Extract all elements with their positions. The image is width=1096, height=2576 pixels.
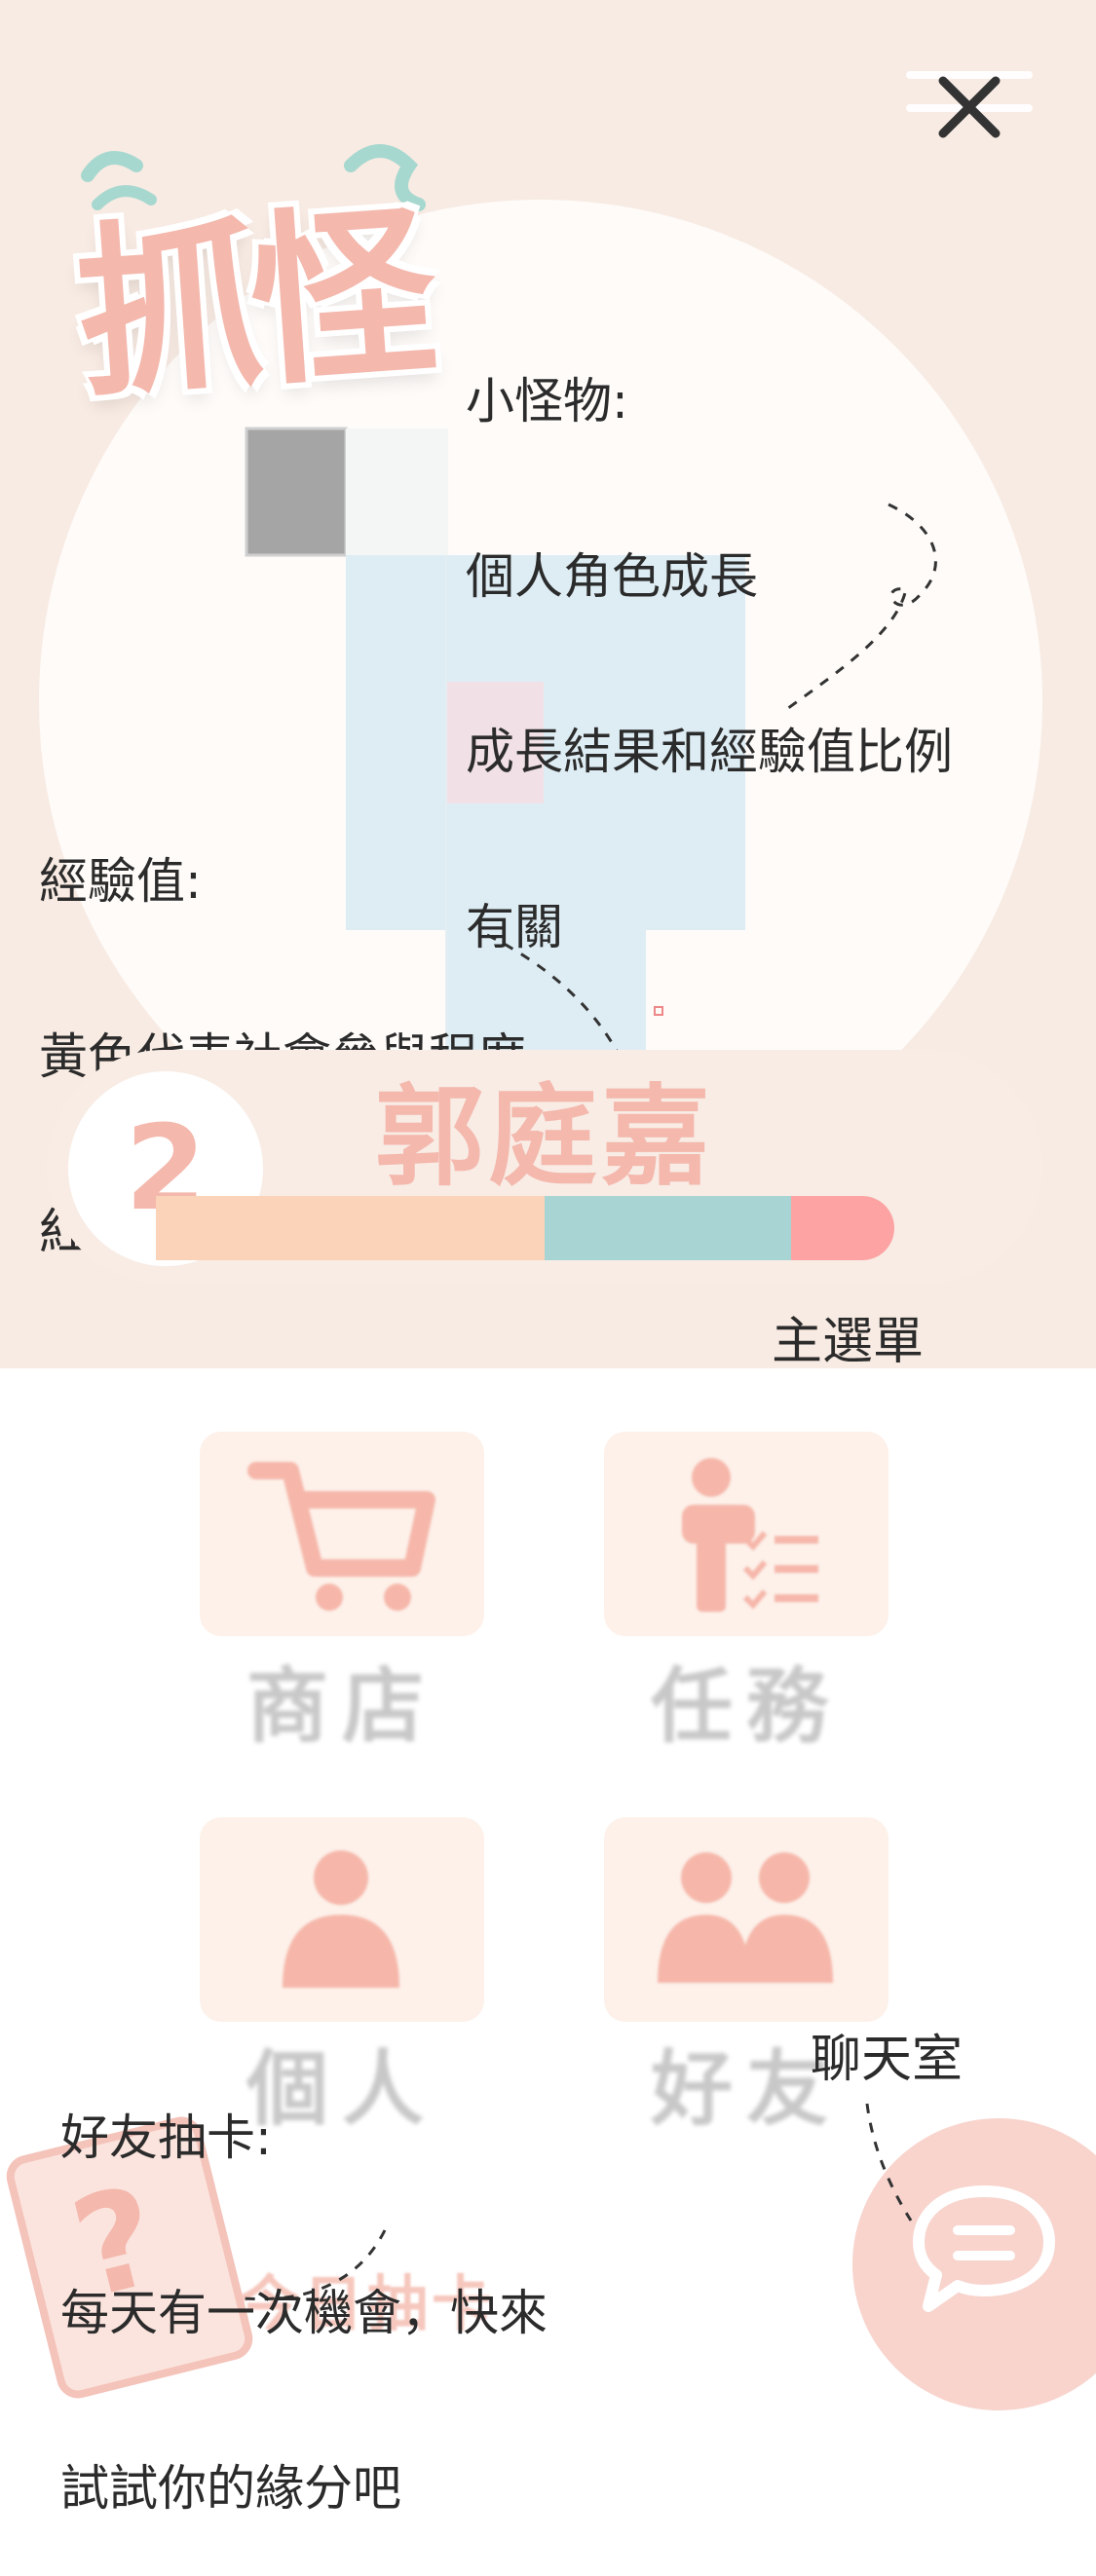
menu-profile-label: 個人: [246, 2041, 437, 2137]
monster-guide-line: [783, 503, 937, 713]
menu-friends-label: 好友: [650, 2041, 842, 2137]
monster-annotation: 小怪物: 個人角色成長 成長結果和經驗值比例 有關: [466, 255, 953, 1073]
exp-segment-stamina: [545, 1196, 791, 1260]
monster-head: [245, 427, 348, 557]
menu-shop-button[interactable]: [200, 1432, 484, 1636]
main-menu-annotation: 主選單: [772, 1313, 925, 1368]
menu-shop-label: 商店: [246, 1659, 437, 1754]
monster-annotation-title: 小怪物:: [466, 373, 628, 429]
draw-annotation-line-1: 每天有一次機會，快來: [60, 2285, 548, 2341]
character-panel: 抓怪 小怪物: 個人角色成長 成長結果和經驗值比例 有關 經驗值: 黃色代表社會…: [0, 0, 1096, 1368]
daily-draw-button[interactable]: ?: [2, 2111, 257, 2404]
chat-button[interactable]: [852, 2118, 1096, 2410]
player-name: 郭庭嘉: [375, 1074, 714, 1201]
monster-dot: [654, 1006, 663, 1016]
chat-annotation: 聊天室: [811, 2031, 964, 2089]
monster-head-light: [346, 429, 448, 555]
exp-bar: [156, 1196, 916, 1260]
friends-icon: [658, 1852, 833, 1983]
close-icon: [938, 76, 1001, 138]
draw-annotation-line-2: 試試你的緣分吧: [60, 2460, 401, 2517]
close-button[interactable]: [906, 54, 1033, 161]
exp-segment-knowledge: [791, 1196, 894, 1260]
person-icon: [283, 1850, 399, 1988]
task-list-icon: [682, 1458, 818, 1612]
logo-swirl-icon: [81, 144, 426, 211]
question-card-icon: ?: [58, 2157, 173, 2331]
monster-annotation-line-3: 有關: [466, 899, 563, 955]
exp-annotation-title: 經驗值:: [39, 853, 202, 910]
monster-heart: [446, 682, 544, 803]
menu-friends-button[interactable]: [604, 1817, 888, 2022]
menu-task-button[interactable]: [604, 1432, 888, 1636]
app-logo: 抓怪: [58, 127, 526, 424]
draw-annotation-title: 好友抽卡:: [60, 2109, 272, 2166]
monster-character: [245, 427, 745, 1052]
cart-icon: [247, 1462, 435, 1611]
monster-annotation-line-1: 個人角色成長: [466, 548, 758, 605]
menu-profile-button[interactable]: [200, 1817, 484, 2022]
menu-task-label: 任務: [650, 1659, 842, 1754]
chat-bubble-icon: [913, 2185, 1055, 2312]
draw-annotation: 好友抽卡: 每天有一次機會，快來 試試你的緣分吧: [60, 1992, 548, 2576]
monster-annotation-line-2: 成長結果和經驗值比例: [466, 724, 953, 780]
monster-body: [346, 555, 745, 930]
monster-leg: [446, 930, 646, 1052]
exp-segment-social: [156, 1196, 545, 1260]
